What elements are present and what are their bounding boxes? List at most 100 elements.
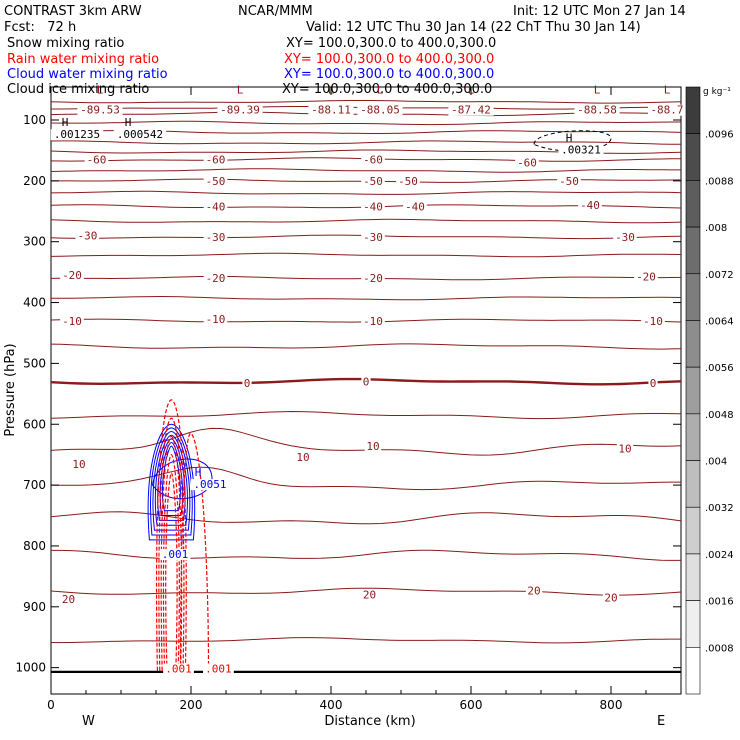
low-value-label-bg <box>574 104 620 116</box>
contour-labels: -60 -60 -60 -60-50 -50 -50 -50-40 -40 -40 -40-30-… <box>50 84 686 675</box>
cloud-water-contour <box>150 427 193 536</box>
legend-rain-label: Rain water mixing ratio <box>7 52 159 67</box>
isotherm-label-bg <box>525 585 543 597</box>
colorbar-label: .0088 <box>705 176 734 187</box>
low-value-label: -89.39 <box>220 104 260 117</box>
isotherm-label-bg <box>361 201 385 213</box>
isotherm-label: 10 <box>72 458 85 471</box>
isotherm-label: 10 <box>366 440 379 453</box>
isotherm-label: -30 <box>363 231 383 244</box>
colorbar-bin <box>685 460 701 508</box>
isotherm-label-bg <box>602 592 620 604</box>
colorbar-bin <box>685 366 701 415</box>
rain-water-contour <box>160 435 183 671</box>
isotherm-label-bg <box>361 231 385 243</box>
isotherm-line <box>50 120 681 126</box>
low-value-label-bg <box>308 104 354 116</box>
colorbar-bin <box>685 226 701 275</box>
cloud-water-contour <box>161 445 181 512</box>
isotherm-label: -60 <box>87 154 107 167</box>
y-tick-label: 1000 <box>15 661 46 675</box>
low-value-label-bg <box>648 104 686 116</box>
hydrometeor-value-label-bg <box>163 663 194 675</box>
isotherm-label-bg <box>203 154 228 166</box>
colorbar-label: .0032 <box>705 503 734 514</box>
isotherm-line <box>50 343 682 350</box>
y-tick-label: 700 <box>23 478 46 492</box>
colorbar-bin <box>685 647 701 695</box>
isotherm-label-bg <box>203 313 228 325</box>
isotherm-label-bg <box>361 376 371 388</box>
y-tick-label: 500 <box>23 356 46 370</box>
y-tick-label: 100 <box>23 113 46 127</box>
isotherm-label-bg <box>203 201 228 213</box>
isotherm-label-bg <box>84 154 109 166</box>
low-value-label: -87.42 <box>451 104 491 117</box>
isotherm-line <box>50 587 682 596</box>
y-tick-label: 800 <box>23 539 46 553</box>
hydrometeor-value-label-bg <box>50 129 104 141</box>
isotherm-label: 20 <box>62 593 75 606</box>
colorbar-unit: g kg⁻¹ <box>703 87 731 97</box>
low-value-label: -89.53 <box>80 104 120 117</box>
legend-cloudwater-xy: XY= 100.0,300.0 to 400.0,300.0 <box>284 67 494 82</box>
x-tick-label: 200 <box>180 698 203 712</box>
isotherm-label: -30 <box>615 231 635 244</box>
colorbar-label: .0016 <box>705 597 734 608</box>
isotherm-label: 0 <box>363 376 370 389</box>
axes: 0 200 400 600 800100200300400500600700800900… <box>15 87 682 712</box>
isotherm-label: -40 <box>580 199 600 212</box>
colorbar-bin <box>685 553 701 601</box>
isotherm-line <box>50 140 682 145</box>
legend-rain-xy: XY= 100.0,300.0 to 400.0,300.0 <box>284 52 494 67</box>
hydrometeor-value-label: .0051 <box>193 478 226 491</box>
isotherm-label: 0 <box>244 377 251 390</box>
isotherm-label-bg <box>60 270 84 282</box>
isotherm-label: -30 <box>77 230 97 243</box>
colorbar-bin <box>685 413 701 461</box>
hydrometeor-value-label: .001 <box>165 662 192 675</box>
isotherm-label: 20 <box>604 592 617 605</box>
isotherm-line <box>50 637 681 644</box>
isotherm-line <box>50 410 682 420</box>
isotherm-label-bg <box>641 315 665 327</box>
isotherm-label: -60 <box>517 157 537 170</box>
isotherm-line <box>50 190 682 195</box>
low-value-label-bg <box>77 104 123 116</box>
isotherm-label-bg <box>70 458 88 470</box>
isotherm-label: -20 <box>62 269 82 282</box>
colorbar-bin <box>685 180 701 228</box>
isotherm-label-bg <box>60 593 77 605</box>
hydrometeor-value-label-bg <box>113 129 167 141</box>
legend-snow-label: Snow mixing ratio <box>7 36 124 51</box>
isotherm-label-bg <box>403 201 427 213</box>
isotherm-label-bg <box>648 377 658 389</box>
isotherm-label-bg <box>203 175 228 187</box>
isotherm-label-bg <box>242 377 252 389</box>
isotherm-label: -50 <box>363 175 383 188</box>
y-axis-label: Pressure (hPa) <box>3 343 18 436</box>
x-tick-label: 800 <box>600 698 623 712</box>
colorbar-label: .0064 <box>705 316 734 327</box>
hydrometeor-value-label: .001 <box>205 662 232 675</box>
colorbar-bin <box>685 86 701 134</box>
colorbar-bin <box>685 506 701 555</box>
low-value-label-bg <box>217 104 263 116</box>
isotherm-label-bg <box>396 175 420 187</box>
low-marker: L <box>377 84 384 97</box>
y-tick-label: 300 <box>23 235 46 249</box>
high-marker: H <box>62 116 69 129</box>
x-axis-west-label: W <box>82 714 95 729</box>
isotherm-label-bg <box>60 315 84 327</box>
header-fcst: Fcst: 72 h <box>4 20 76 35</box>
isotherm-label-bg <box>361 315 385 327</box>
isotherm-label: -40 <box>206 200 226 213</box>
hydrometeor-value-label: .001 <box>162 548 189 561</box>
hydrometeor-value-label-bg <box>191 479 229 491</box>
low-value-label: -88.58 <box>577 104 617 117</box>
legend-cloudwater-label: Cloud water mixing ratio <box>7 67 168 82</box>
isotherm-label-bg <box>634 271 658 283</box>
legend: Snow mixing ratio XY= 100.0,300.0 to 400… <box>7 36 496 97</box>
isotherm-label: -30 <box>206 231 226 244</box>
